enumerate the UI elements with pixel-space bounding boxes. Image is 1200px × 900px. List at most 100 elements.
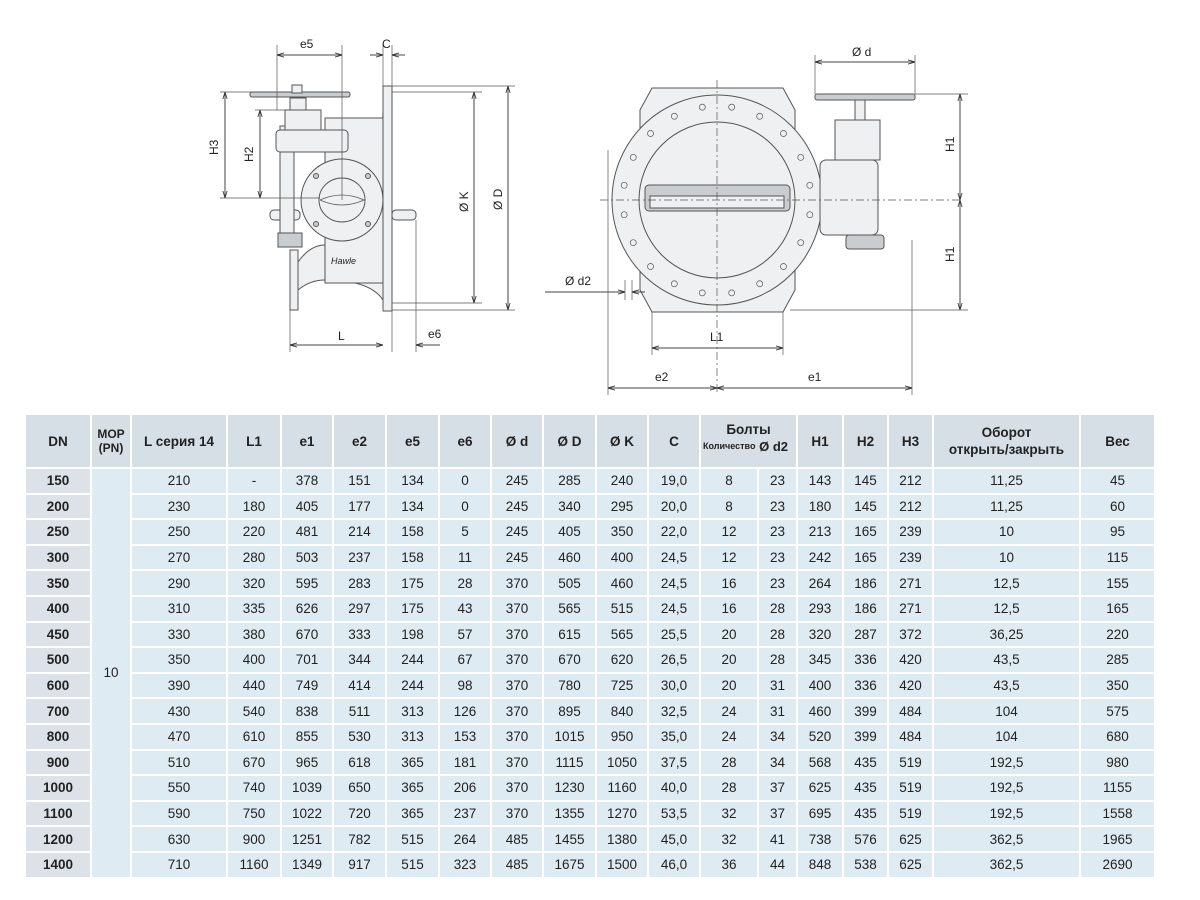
cell-l1: 1160 bbox=[228, 852, 280, 877]
cell-e6: 0 bbox=[440, 469, 490, 493]
cell-c: 46,0 bbox=[649, 852, 699, 877]
bolt-holes bbox=[620, 103, 814, 297]
cell-bolts-d2: 28 bbox=[759, 596, 796, 621]
cell-dn: 450 bbox=[26, 622, 90, 647]
cell-oK: 460 bbox=[597, 571, 647, 595]
bolt-hole bbox=[620, 181, 628, 189]
cell-e2: 720 bbox=[334, 801, 385, 826]
cell-h1: 345 bbox=[798, 648, 842, 672]
cell-bolts-d2: 31 bbox=[759, 699, 796, 723]
bolt-hole bbox=[698, 103, 706, 111]
cell-l1: 280 bbox=[228, 545, 280, 570]
cell-oK: 620 bbox=[597, 648, 647, 672]
cell-dn: 1100 bbox=[26, 801, 90, 826]
header-turns-label: Оборот bbox=[981, 425, 1032, 440]
cell-dn: 1400 bbox=[26, 852, 90, 877]
header-e5: e5 bbox=[387, 415, 438, 467]
cell-e2: 151 bbox=[334, 469, 385, 493]
cell-e2: 917 bbox=[334, 852, 385, 877]
cell-od: 485 bbox=[492, 852, 542, 877]
cell-oK: 1270 bbox=[597, 801, 647, 826]
table-row: 500 350 400 701 344 244 67 370 670 620 26,5 20 28 345… bbox=[26, 648, 1154, 672]
cell-bolts-qty: 20 bbox=[701, 648, 757, 672]
cell-e2: 511 bbox=[334, 699, 385, 723]
cell-bolts-d2: 34 bbox=[759, 750, 796, 775]
bolt-hole bbox=[797, 153, 805, 161]
dim-l1-label: L1 bbox=[710, 330, 724, 344]
cell-h3: 484 bbox=[889, 724, 932, 749]
cell-h1: 293 bbox=[798, 596, 842, 621]
cell-oK: 725 bbox=[597, 673, 647, 698]
handwheel-front bbox=[814, 93, 916, 101]
cell-e1: 1039 bbox=[282, 776, 332, 800]
cell-oD: 1455 bbox=[544, 827, 595, 851]
cell-e6: 43 bbox=[440, 596, 490, 621]
cell-h3: 519 bbox=[889, 776, 932, 800]
cell-turns: 10 bbox=[934, 520, 1079, 544]
cell-turns: 12,5 bbox=[934, 571, 1079, 595]
side-view-drawing: Hawle e5 C H3 H2 Ø K Ø D L e6 bbox=[207, 37, 515, 352]
cell-bolts-d2: 44 bbox=[759, 852, 796, 877]
table-row: 800 470 610 855 530 313 153 370 1015 950 35,0 24 34 5… bbox=[26, 724, 1154, 749]
cell-bolts-d2: 37 bbox=[759, 776, 796, 800]
cell-e1: 1022 bbox=[282, 801, 332, 826]
cell-oD: 405 bbox=[544, 520, 595, 544]
cell-oD: 505 bbox=[544, 571, 595, 595]
cell-dn: 900 bbox=[26, 750, 90, 775]
header-od: Ø d bbox=[492, 415, 542, 467]
cell-l: 390 bbox=[132, 673, 226, 698]
cell-od: 245 bbox=[492, 545, 542, 570]
cell-c: 32,5 bbox=[649, 699, 699, 723]
cell-l1: 740 bbox=[228, 776, 280, 800]
cell-h3: 519 bbox=[889, 750, 932, 775]
cell-l1: 610 bbox=[228, 724, 280, 749]
cell-turns: 10 bbox=[934, 545, 1079, 570]
cell-h3: 484 bbox=[889, 699, 932, 723]
cell-h1: 460 bbox=[798, 699, 842, 723]
table-row: 900 510 670 965 618 365 181 370 1115 1050 37,5 28 34… bbox=[26, 750, 1154, 775]
cell-weight: 1558 bbox=[1081, 801, 1154, 826]
cell-e5: 313 bbox=[387, 699, 438, 723]
header-oK: Ø K bbox=[597, 415, 647, 467]
bolt-hole bbox=[620, 211, 628, 219]
cell-e1: 838 bbox=[282, 699, 332, 723]
cell-e1: 749 bbox=[282, 673, 332, 698]
cell-e2: 650 bbox=[334, 776, 385, 800]
header-e2: e2 bbox=[334, 415, 385, 467]
table-row: 300 270 280 503 237 158 11 245 460 400 24,5 12 23 242… bbox=[26, 545, 1154, 570]
cell-l: 710 bbox=[132, 852, 226, 877]
cell-e1: 855 bbox=[282, 724, 332, 749]
cell-oD: 565 bbox=[544, 596, 595, 621]
cell-weight: 1155 bbox=[1081, 776, 1154, 800]
cell-oK: 565 bbox=[597, 622, 647, 647]
cell-h2: 165 bbox=[844, 520, 887, 544]
cell-l1: 180 bbox=[228, 494, 280, 519]
header-mop-sub: (PN) bbox=[98, 441, 124, 455]
bolt-hole bbox=[780, 263, 787, 270]
cell-bolts-qty: 16 bbox=[701, 596, 757, 621]
cell-dn: 400 bbox=[26, 596, 90, 621]
header-l: L серия 14 bbox=[132, 415, 226, 467]
cell-l: 430 bbox=[132, 699, 226, 723]
bolt-hole bbox=[670, 280, 678, 288]
cell-turns: 362,5 bbox=[934, 827, 1079, 851]
header-bolts: Болты Количество Ø d2 bbox=[701, 415, 796, 467]
header-bolts-qty: Количество bbox=[703, 441, 756, 451]
header-bolts-d2: Ø d2 bbox=[759, 439, 788, 454]
cell-c: 20,0 bbox=[649, 494, 699, 519]
cell-bolts-d2: 23 bbox=[759, 469, 796, 493]
cell-bolts-qty: 20 bbox=[701, 622, 757, 647]
cell-oD: 780 bbox=[544, 673, 595, 698]
cell-e5: 244 bbox=[387, 648, 438, 672]
cell-bolts-d2: 28 bbox=[759, 648, 796, 672]
cell-oK: 840 bbox=[597, 699, 647, 723]
cell-e6: 206 bbox=[440, 776, 490, 800]
cell-e6: 0 bbox=[440, 494, 490, 519]
cell-oK: 1160 bbox=[597, 776, 647, 800]
flange-left bbox=[289, 249, 299, 311]
bolt-hole bbox=[670, 112, 678, 120]
cell-l: 470 bbox=[132, 724, 226, 749]
cell-turns: 43,5 bbox=[934, 673, 1079, 698]
cell-h2: 186 bbox=[844, 596, 887, 621]
table-row: 1100 590 750 1022 720 365 237 370 1355 1270 53,5 32… bbox=[26, 801, 1154, 826]
